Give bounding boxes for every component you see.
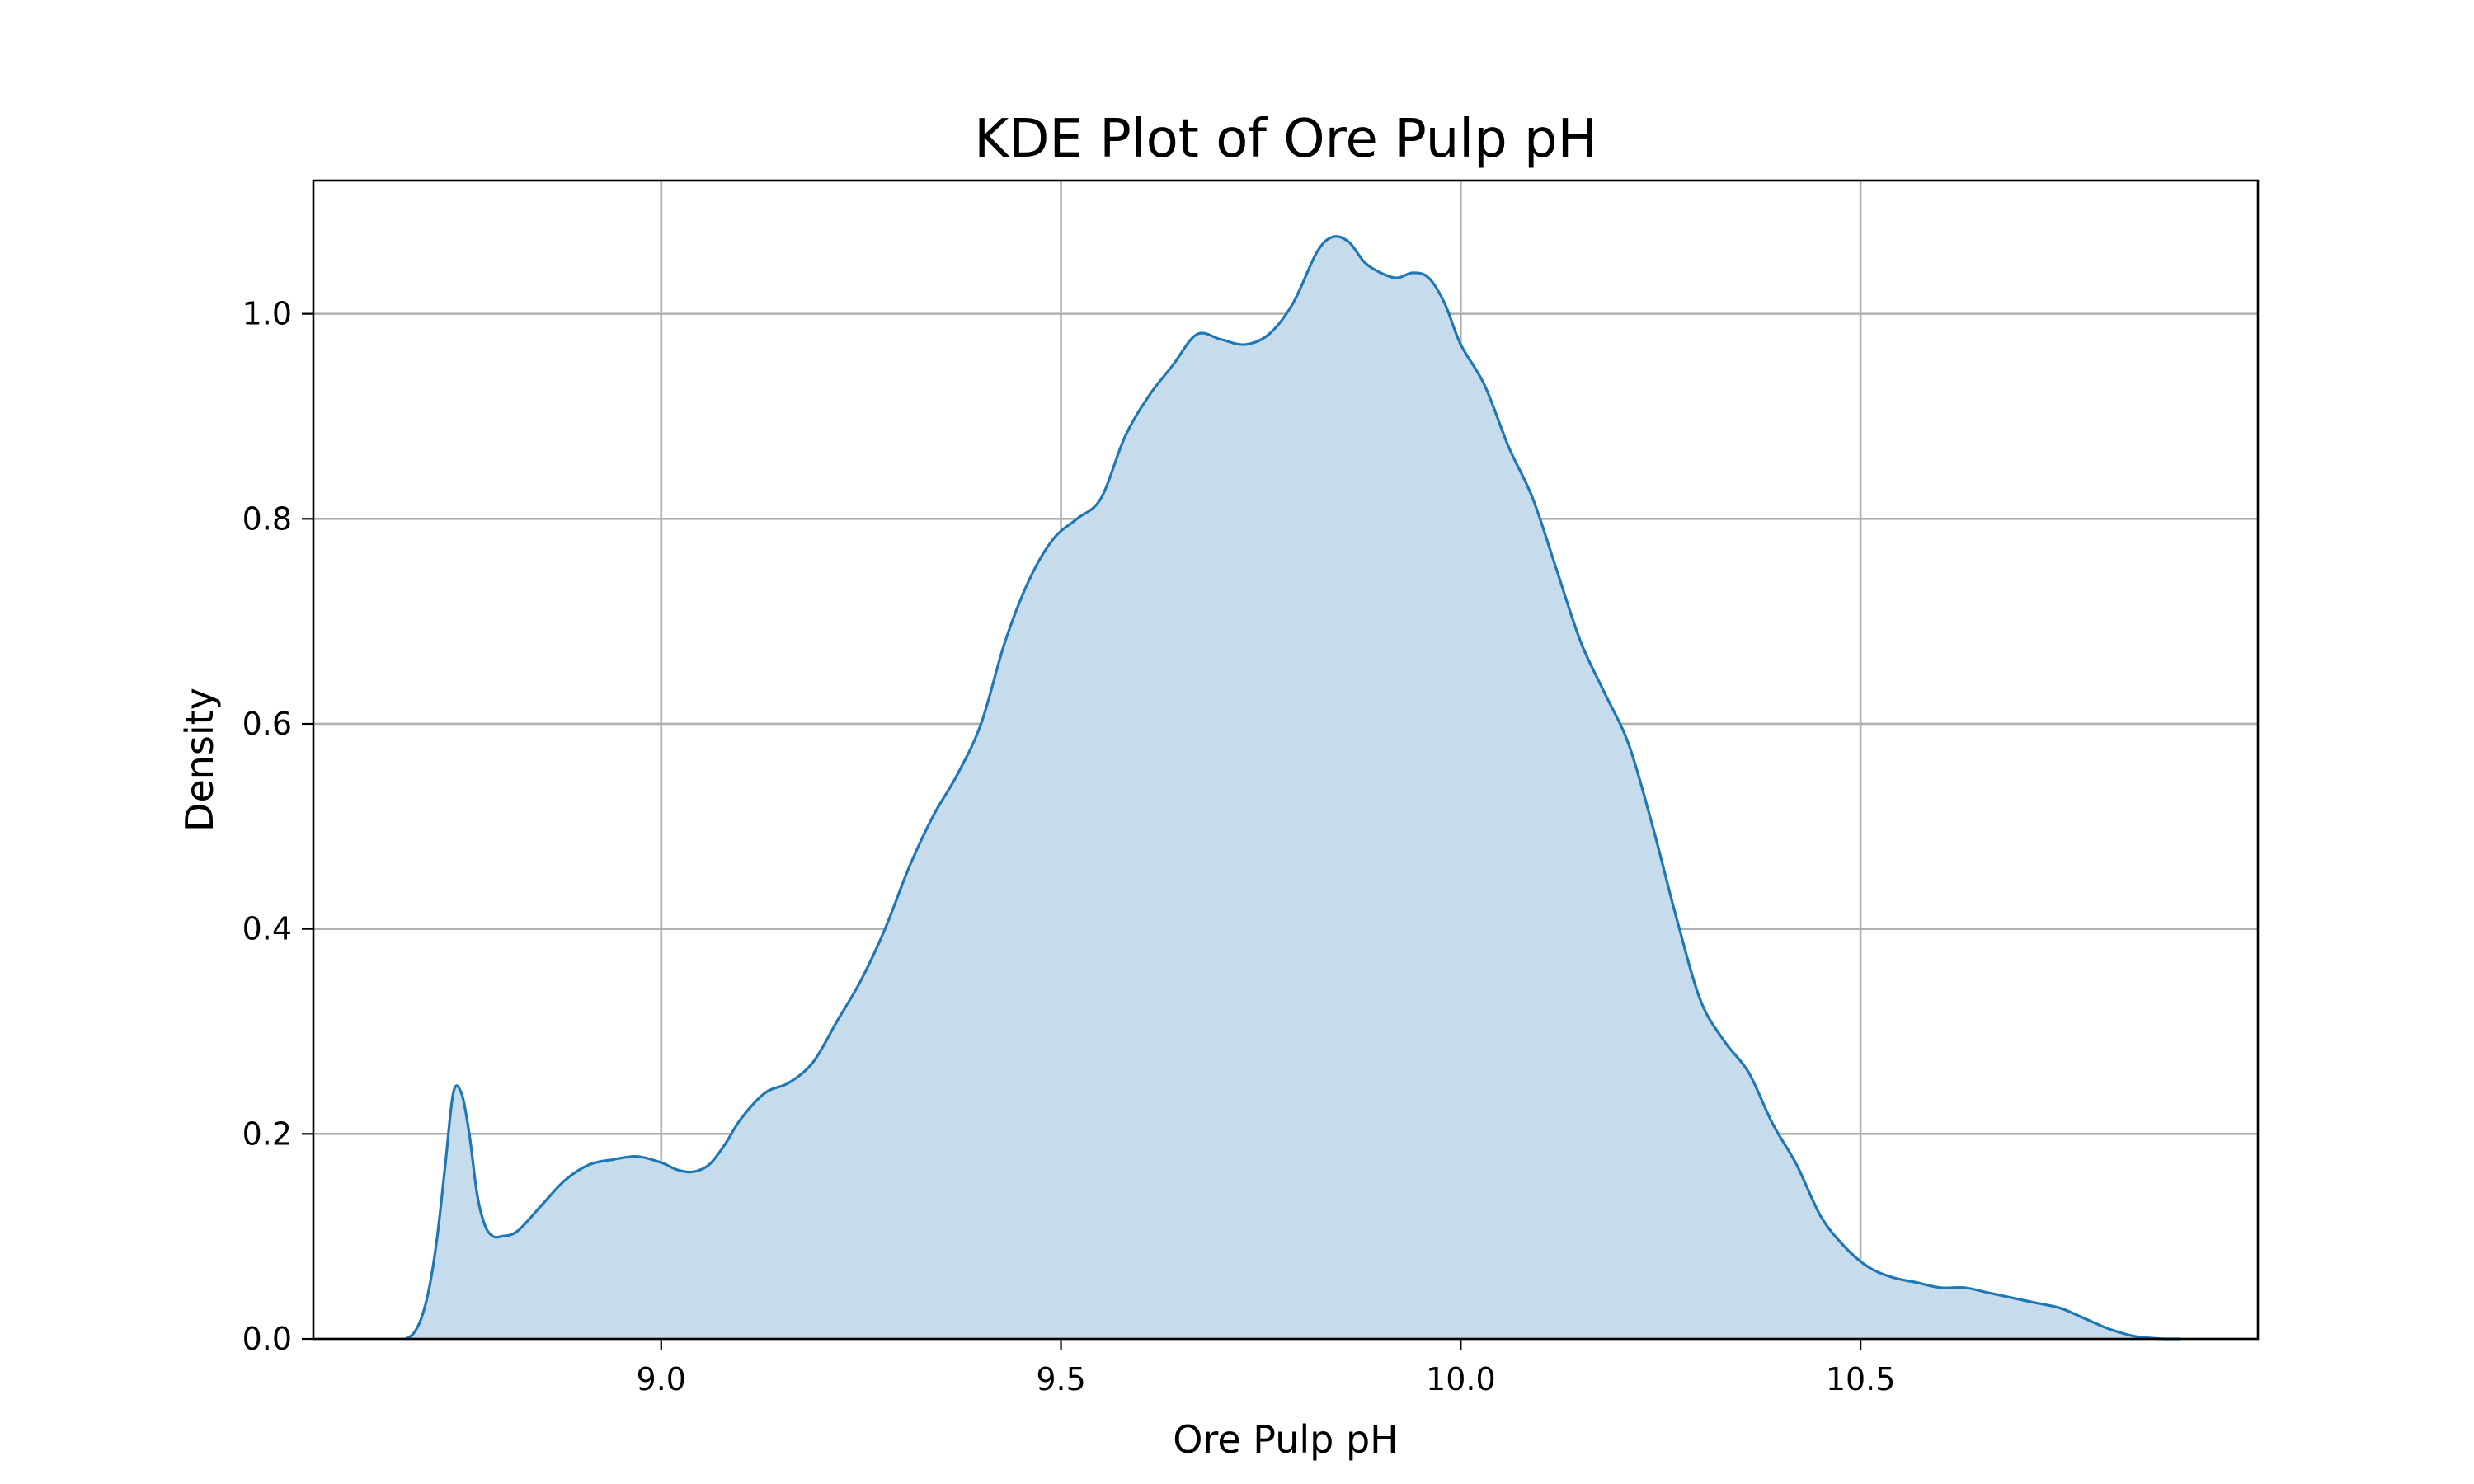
x-tick-label: 9.5 [1036,1361,1085,1397]
x-tick-label: 9.0 [637,1361,686,1397]
plot-frame [312,179,2260,1341]
y-tick-label: 0.4 [242,911,292,947]
x-tick-label: 10.0 [1426,1361,1496,1397]
y-axis-label: Density [177,688,222,832]
x-tick-label: 10.5 [1826,1361,1896,1397]
y-tick-label: 0.6 [242,706,292,742]
y-tick-label: 0.0 [242,1321,292,1357]
tick-layer: 9.0 9.5 10.0 10.5 0.0 0.2 0.4 0.6 0.8 1.0 [242,296,1896,1397]
x-axis-label: Ore Pulp pH [1173,1417,1399,1462]
kde-density-line [404,235,2180,1341]
chart-title: KDE Plot of Ore Pulp pH [974,109,1597,170]
y-tick-label: 0.2 [242,1115,292,1152]
kde-density-area [405,236,2180,1340]
y-tick-label: 0.8 [242,500,292,537]
y-tick-label: 1.0 [242,296,292,332]
